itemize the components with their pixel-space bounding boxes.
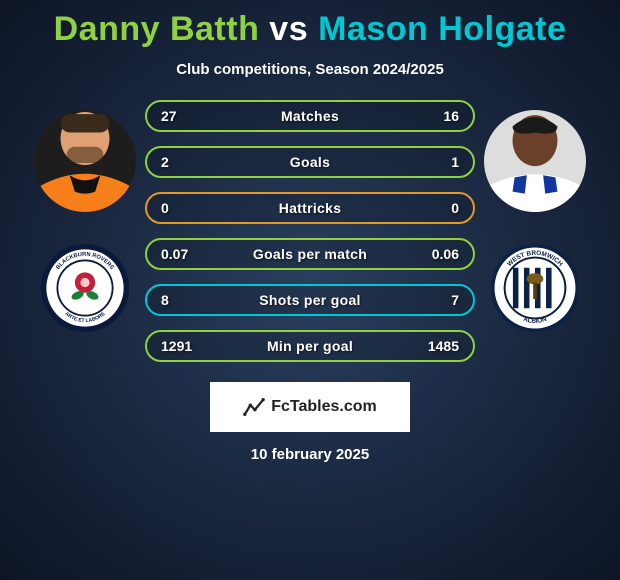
player1-avatar [34,110,136,212]
left-column: BLACKBURN ROVERS ARTE ET LABORE [25,100,145,334]
stat-left-value: 0 [161,200,201,216]
stat-left-value: 1291 [161,338,201,354]
page-title: Danny Batth vs Mason Holgate [54,10,567,49]
fctables-banner: FcTables.com [210,382,410,432]
banner-text: FcTables.com [271,398,377,416]
player1-name: Danny Batth [54,10,260,48]
stat-row: 8Shots per goal7 [145,284,475,316]
main-row: BLACKBURN ROVERS ARTE ET LABORE 27Matche… [0,100,620,362]
stat-label: Shots per goal [201,292,419,308]
date: 10 february 2025 [251,446,369,463]
stat-right-value: 1485 [419,338,459,354]
stat-right-value: 7 [419,292,459,308]
stat-label: Hattricks [201,200,419,216]
stat-right-value: 1 [419,154,459,170]
subtitle: Club competitions, Season 2024/2025 [176,61,444,78]
stat-label: Min per goal [201,338,419,354]
right-column: WEST BROMWICH ALBION [475,100,595,334]
blackburn-badge-svg: BLACKBURN ROVERS ARTE ET LABORE [39,242,131,334]
stat-label: Matches [201,108,419,124]
stat-left-value: 27 [161,108,201,124]
vs-separator: vs [269,10,308,48]
player2-name: Mason Holgate [318,10,566,48]
stat-row: 0.07Goals per match0.06 [145,238,475,270]
stat-right-value: 0 [419,200,459,216]
comparison-card: Danny Batth vs Mason Holgate Club compet… [0,0,620,463]
player2-avatar-svg [484,110,586,212]
stat-row: 1291Min per goal1485 [145,330,475,362]
player1-avatar-svg [34,110,136,212]
stat-right-value: 0.06 [419,246,459,262]
stat-right-value: 16 [419,108,459,124]
wba-badge-svg: WEST BROMWICH ALBION [489,242,581,334]
player1-club-badge: BLACKBURN ROVERS ARTE ET LABORE [39,242,131,334]
stat-row: 0Hattricks0 [145,192,475,224]
chart-icon [243,396,265,418]
stat-left-value: 8 [161,292,201,308]
stat-left-value: 0.07 [161,246,201,262]
stats-column: 27Matches162Goals10Hattricks00.07Goals p… [145,100,475,362]
stat-row: 2Goals1 [145,146,475,178]
stat-left-value: 2 [161,154,201,170]
player2-avatar [484,110,586,212]
stat-row: 27Matches16 [145,100,475,132]
player2-club-badge: WEST BROMWICH ALBION [489,242,581,334]
stat-label: Goals [201,154,419,170]
stat-label: Goals per match [201,246,419,262]
